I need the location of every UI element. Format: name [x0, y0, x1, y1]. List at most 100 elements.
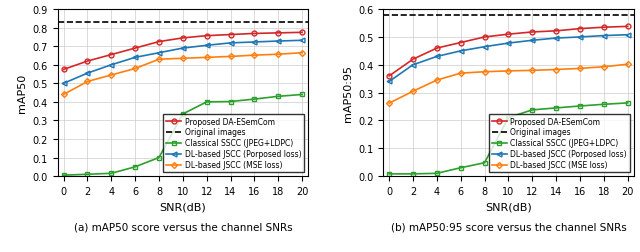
Classical SSCC (JPEG+LDPC) — [179, 113, 187, 116]
Proposed DA-ESemCom — [504, 34, 512, 37]
Line: Classical SSCC (JPEG+LDPC): Classical SSCC (JPEG+LDPC) — [61, 93, 305, 178]
Classical SSCC (JPEG+LDPC) — [250, 98, 258, 101]
Proposed DA-ESemCom — [576, 28, 584, 31]
DL-based JSCC (MSE loss) — [504, 70, 512, 73]
DL-based JSCC (MSE loss) — [481, 71, 488, 74]
Proposed DA-ESemCom — [275, 32, 282, 35]
Proposed DA-ESemCom — [600, 26, 607, 29]
DL-based JSCC (MSE loss) — [155, 58, 163, 61]
DL-based JSCC (Porposed loss) — [203, 45, 211, 48]
Classical SSCC (JPEG+LDPC) — [227, 101, 234, 104]
Legend: Proposed DA-ESemCom, Original images, Classical SSCC (JPEG+LDPC), DL-based JSCC : Proposed DA-ESemCom, Original images, Cl… — [163, 114, 304, 173]
Classical SSCC (JPEG+LDPC) — [84, 173, 92, 176]
DL-based JSCC (MSE loss) — [203, 57, 211, 60]
DL-based JSCC (Porposed loss) — [624, 34, 632, 37]
Text: (a) mAP50 score versus the channel SNRs: (a) mAP50 score versus the channel SNRs — [74, 222, 292, 232]
Line: DL-based JSCC (Porposed loss): DL-based JSCC (Porposed loss) — [387, 33, 630, 85]
Proposed DA-ESemCom — [552, 30, 560, 33]
DL-based JSCC (Porposed loss) — [131, 57, 139, 60]
DL-based JSCC (Porposed loss) — [529, 40, 536, 43]
DL-based JSCC (MSE loss) — [576, 68, 584, 71]
Line: Proposed DA-ESemCom: Proposed DA-ESemCom — [61, 31, 305, 73]
DL-based JSCC (Porposed loss) — [385, 81, 393, 84]
Classical SSCC (JPEG+LDPC) — [275, 96, 282, 99]
Proposed DA-ESemCom — [298, 32, 306, 35]
Proposed DA-ESemCom — [155, 41, 163, 44]
DL-based JSCC (MSE loss) — [84, 81, 92, 84]
Proposed DA-ESemCom — [529, 31, 536, 34]
Line: DL-based JSCC (MSE loss): DL-based JSCC (MSE loss) — [61, 51, 304, 97]
Classical SSCC (JPEG+LDPC) — [552, 107, 560, 110]
DL-based JSCC (Porposed loss) — [250, 41, 258, 44]
Classical SSCC (JPEG+LDPC) — [529, 109, 536, 112]
Line: Classical SSCC (JPEG+LDPC): Classical SSCC (JPEG+LDPC) — [387, 101, 630, 177]
Proposed DA-ESemCom — [385, 75, 393, 78]
DL-based JSCC (Porposed loss) — [84, 72, 92, 75]
DL-based JSCC (MSE loss) — [227, 56, 234, 59]
Proposed DA-ESemCom — [409, 58, 417, 61]
Classical SSCC (JPEG+LDPC) — [457, 167, 465, 170]
Classical SSCC (JPEG+LDPC) — [131, 166, 139, 169]
Proposed DA-ESemCom — [624, 26, 632, 29]
Proposed DA-ESemCom — [131, 47, 139, 50]
Line: DL-based JSCC (Porposed loss): DL-based JSCC (Porposed loss) — [61, 39, 305, 86]
DL-based JSCC (Porposed loss) — [275, 40, 282, 43]
Classical SSCC (JPEG+LDPC) — [409, 173, 417, 176]
DL-based JSCC (Porposed loss) — [179, 47, 187, 50]
Classical SSCC (JPEG+LDPC) — [624, 102, 632, 105]
Classical SSCC (JPEG+LDPC) — [298, 93, 306, 97]
Proposed DA-ESemCom — [84, 60, 92, 63]
Y-axis label: mAP50: mAP50 — [17, 74, 27, 113]
Classical SSCC (JPEG+LDPC) — [203, 101, 211, 104]
Original images — [397, 14, 405, 17]
Proposed DA-ESemCom — [457, 42, 465, 45]
DL-based JSCC (MSE loss) — [529, 70, 536, 73]
Text: (b) mAP50:95 score versus the channel SNRs: (b) mAP50:95 score versus the channel SN… — [390, 222, 627, 232]
DL-based JSCC (Porposed loss) — [433, 56, 441, 59]
Proposed DA-ESemCom — [179, 37, 187, 40]
Classical SSCC (JPEG+LDPC) — [108, 172, 115, 175]
DL-based JSCC (MSE loss) — [275, 53, 282, 56]
Proposed DA-ESemCom — [60, 69, 67, 72]
Legend: Proposed DA-ESemCom, Original images, Classical SSCC (JPEG+LDPC), DL-based JSCC : Proposed DA-ESemCom, Original images, Cl… — [489, 114, 630, 173]
DL-based JSCC (Porposed loss) — [108, 64, 115, 67]
Classical SSCC (JPEG+LDPC) — [60, 174, 67, 177]
DL-based JSCC (MSE loss) — [409, 90, 417, 93]
DL-based JSCC (MSE loss) — [600, 66, 607, 69]
DL-based JSCC (MSE loss) — [433, 79, 441, 82]
DL-based JSCC (MSE loss) — [60, 93, 67, 97]
Classical SSCC (JPEG+LDPC) — [155, 156, 163, 160]
Proposed DA-ESemCom — [203, 35, 211, 38]
Original images — [385, 14, 393, 17]
X-axis label: SNR(dB): SNR(dB) — [159, 202, 206, 211]
DL-based JSCC (MSE loss) — [298, 52, 306, 55]
DL-based JSCC (MSE loss) — [108, 74, 115, 77]
Y-axis label: mAP50:95: mAP50:95 — [342, 65, 353, 122]
DL-based JSCC (Porposed loss) — [298, 40, 306, 43]
DL-based JSCC (MSE loss) — [552, 69, 560, 72]
DL-based JSCC (Porposed loss) — [600, 35, 607, 38]
DL-based JSCC (Porposed loss) — [409, 64, 417, 67]
DL-based JSCC (Porposed loss) — [481, 46, 488, 49]
Proposed DA-ESemCom — [227, 34, 234, 37]
DL-based JSCC (Porposed loss) — [227, 42, 234, 45]
Proposed DA-ESemCom — [481, 36, 488, 39]
Classical SSCC (JPEG+LDPC) — [433, 172, 441, 175]
Classical SSCC (JPEG+LDPC) — [385, 173, 393, 176]
DL-based JSCC (MSE loss) — [131, 68, 139, 71]
Proposed DA-ESemCom — [433, 47, 441, 50]
Original images — [60, 22, 67, 25]
Classical SSCC (JPEG+LDPC) — [504, 117, 512, 120]
DL-based JSCC (MSE loss) — [385, 102, 393, 105]
DL-based JSCC (MSE loss) — [624, 64, 632, 67]
DL-based JSCC (Porposed loss) — [576, 36, 584, 39]
Original images — [72, 22, 79, 25]
Proposed DA-ESemCom — [108, 54, 115, 57]
Classical SSCC (JPEG+LDPC) — [600, 103, 607, 106]
DL-based JSCC (Porposed loss) — [504, 42, 512, 45]
DL-based JSCC (Porposed loss) — [60, 82, 67, 85]
DL-based JSCC (MSE loss) — [250, 54, 258, 57]
DL-based JSCC (Porposed loss) — [457, 50, 465, 53]
Classical SSCC (JPEG+LDPC) — [576, 105, 584, 108]
X-axis label: SNR(dB): SNR(dB) — [485, 202, 532, 211]
